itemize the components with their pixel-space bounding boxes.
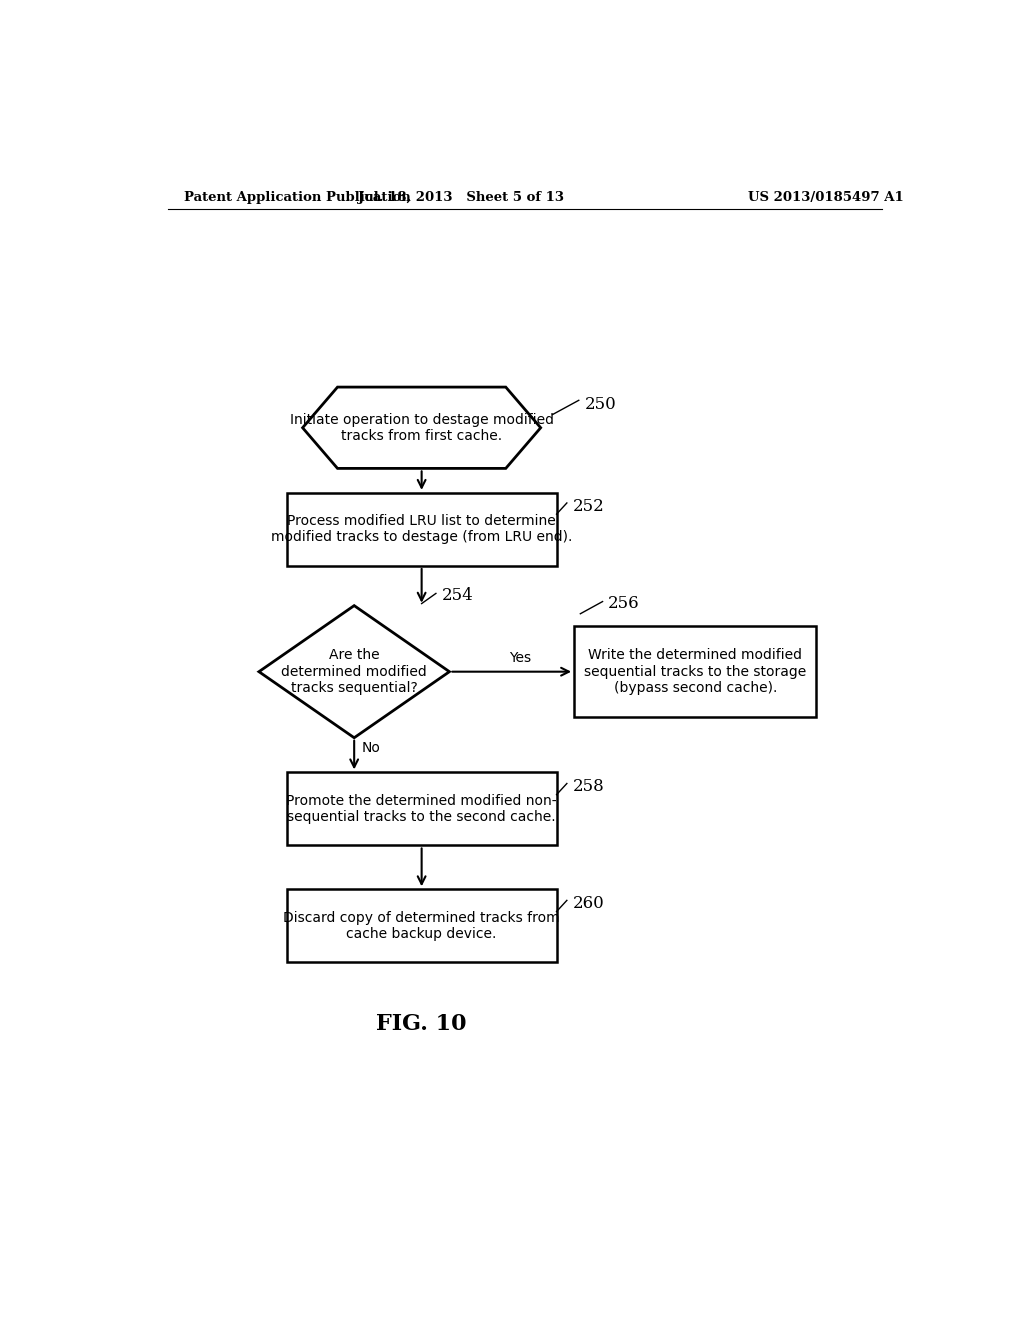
Bar	[287, 890, 557, 962]
Text: 258: 258	[572, 777, 604, 795]
Text: Jul. 18, 2013   Sheet 5 of 13: Jul. 18, 2013 Sheet 5 of 13	[358, 190, 564, 203]
Text: 254: 254	[441, 587, 473, 605]
Text: Yes: Yes	[509, 651, 531, 664]
Text: US 2013/0185497 A1: US 2013/0185497 A1	[749, 190, 904, 203]
Text: 252: 252	[572, 498, 604, 515]
Bar	[287, 492, 557, 566]
Text: Patent Application Publication: Patent Application Publication	[183, 190, 411, 203]
Bar	[574, 626, 816, 718]
Text: 256: 256	[608, 595, 640, 612]
Text: 250: 250	[585, 396, 616, 413]
Text: No: No	[362, 741, 381, 755]
Text: Process modified LRU list to determine
modified tracks to destage (from LRU end): Process modified LRU list to determine m…	[271, 515, 572, 544]
Text: 260: 260	[572, 895, 604, 912]
Text: Promote the determined modified non-
sequential tracks to the second cache.: Promote the determined modified non- seq…	[287, 793, 557, 824]
Bar	[287, 772, 557, 846]
Text: Write the determined modified
sequential tracks to the storage
(bypass second ca: Write the determined modified sequential…	[585, 648, 807, 694]
Text: Discard copy of determined tracks from
cache backup device.: Discard copy of determined tracks from c…	[284, 911, 560, 941]
Text: Initiate operation to destage modified
tracks from first cache.: Initiate operation to destage modified t…	[290, 413, 554, 442]
Text: FIG. 10: FIG. 10	[377, 1014, 467, 1035]
Text: Are the
determined modified
tracks sequential?: Are the determined modified tracks seque…	[282, 648, 427, 694]
